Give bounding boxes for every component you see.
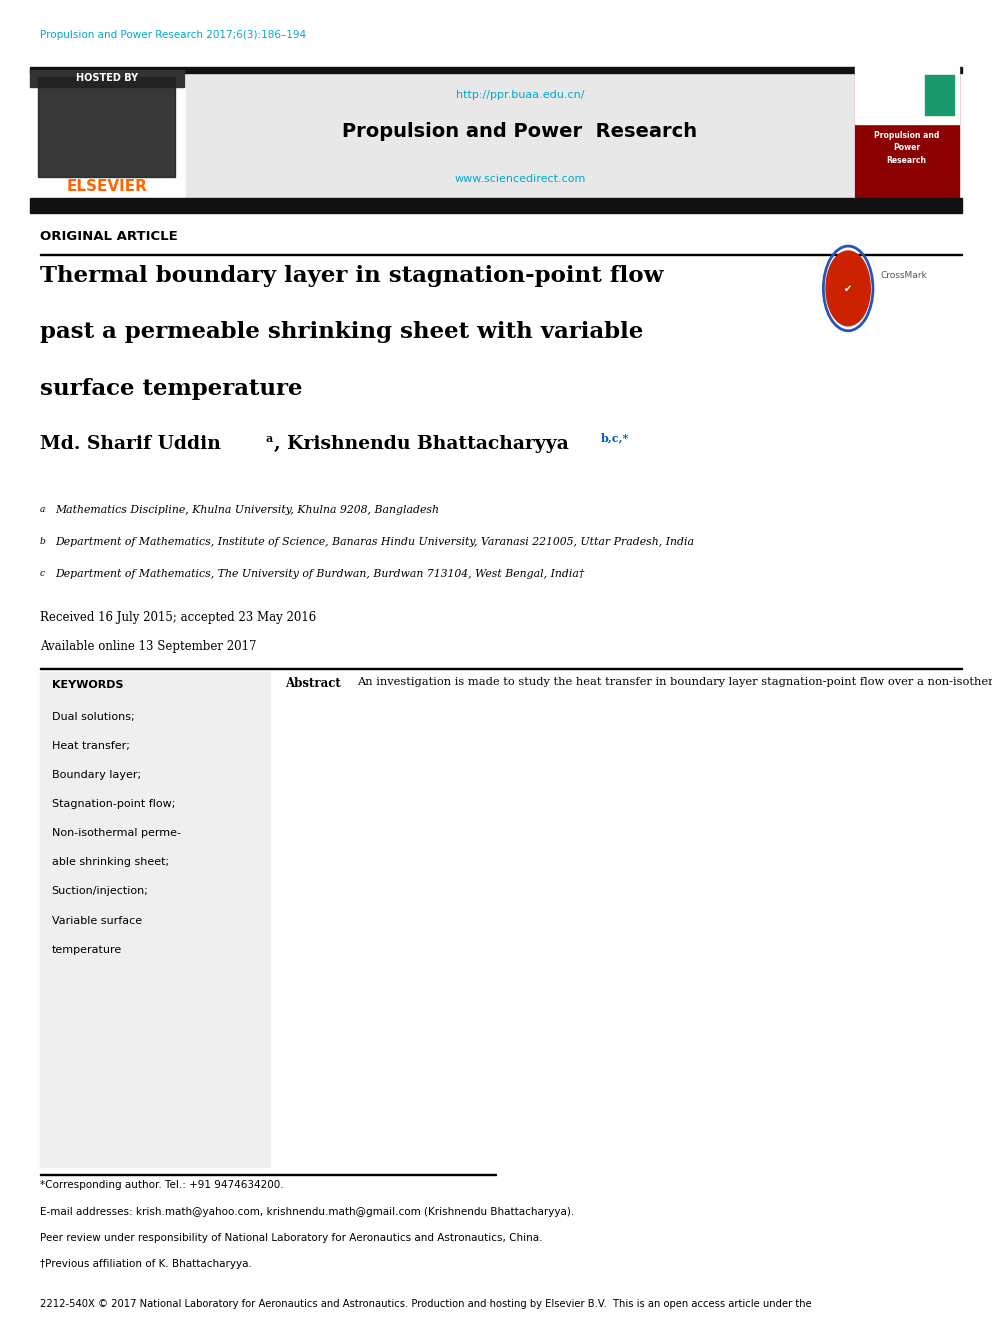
Bar: [925, 75, 954, 115]
Text: Non-isothermal perme-: Non-isothermal perme-: [52, 828, 181, 839]
Bar: [40, 672, 270, 1167]
Text: Thermal boundary layer in stagnation-point flow: Thermal boundary layer in stagnation-poi…: [40, 265, 663, 287]
Text: ELSEVIER: ELSEVIER: [66, 180, 147, 194]
Text: Propulsion and
Power
Research: Propulsion and Power Research: [874, 131, 939, 165]
Text: An investigation is made to study the heat transfer in boundary layer stagnation: An investigation is made to study the he…: [357, 677, 992, 688]
Text: CrossMark: CrossMark: [881, 271, 928, 279]
Text: 2212-540X © 2017 National Laboratory for Aeronautics and Astronautics. Productio: 2212-540X © 2017 National Laboratory for…: [40, 1299, 811, 1310]
Bar: [30, 67, 962, 73]
Text: ✔: ✔: [844, 283, 852, 294]
Text: a: a: [266, 433, 273, 443]
Text: Department of Mathematics, The University of Burdwan, Burdwan 713104, West Benga: Department of Mathematics, The Universit…: [56, 569, 585, 579]
Bar: [30, 73, 184, 201]
Bar: [855, 73, 959, 201]
Text: http://ppr.buaa.edu.cn/: http://ppr.buaa.edu.cn/: [455, 90, 584, 101]
Text: Heat transfer;: Heat transfer;: [52, 741, 130, 751]
Text: temperature: temperature: [52, 945, 122, 955]
Text: †Previous affiliation of K. Bhattacharyya.: †Previous affiliation of K. Bhattacharyy…: [40, 1259, 252, 1270]
Text: Dual solutions;: Dual solutions;: [52, 712, 134, 722]
Bar: [855, 66, 959, 124]
Text: E-mail addresses: krish.math@yahoo.com, krishnendu.math@gmail.com (Krishnendu Bh: E-mail addresses: krish.math@yahoo.com, …: [40, 1207, 574, 1217]
Text: Boundary layer;: Boundary layer;: [52, 770, 141, 781]
Text: KEYWORDS: KEYWORDS: [52, 680, 123, 691]
Bar: [40, 1174, 496, 1175]
Text: Suction/injection;: Suction/injection;: [52, 886, 149, 897]
Text: Received 16 July 2015; accepted 23 May 2016: Received 16 July 2015; accepted 23 May 2…: [40, 611, 315, 624]
Text: Md. Sharif Uddin: Md. Sharif Uddin: [40, 435, 220, 454]
Text: ORIGINAL ARTICLE: ORIGINAL ARTICLE: [40, 230, 178, 243]
Text: Abstract: Abstract: [285, 677, 340, 691]
Text: Available online 13 September 2017: Available online 13 September 2017: [40, 640, 256, 654]
Text: Department of Mathematics, Institute of Science, Banaras Hindu University, Varan: Department of Mathematics, Institute of …: [56, 537, 694, 548]
Text: Propulsion and Power  Research: Propulsion and Power Research: [342, 122, 697, 140]
Bar: [186, 73, 853, 201]
Text: Stagnation-point flow;: Stagnation-point flow;: [52, 799, 175, 810]
Bar: [40, 668, 962, 669]
Bar: [30, 70, 184, 87]
Text: able shrinking sheet;: able shrinking sheet;: [52, 857, 169, 868]
Text: HOSTED BY: HOSTED BY: [75, 73, 138, 83]
Ellipse shape: [826, 251, 870, 325]
Bar: [30, 198, 962, 213]
Text: Variable surface: Variable surface: [52, 916, 142, 926]
Text: Propulsion and Power Research 2017;6(3):186–194: Propulsion and Power Research 2017;6(3):…: [40, 30, 306, 41]
Text: b,c,*: b,c,*: [601, 433, 630, 443]
Text: b: b: [40, 537, 46, 546]
Bar: [38, 77, 175, 177]
Text: www.sciencedirect.com: www.sciencedirect.com: [454, 173, 585, 184]
Text: , Krishnendu Bhattacharyya: , Krishnendu Bhattacharyya: [274, 435, 568, 454]
Bar: [40, 254, 962, 255]
Text: *Corresponding author. Tel.: +91 9474634200.: *Corresponding author. Tel.: +91 9474634…: [40, 1180, 284, 1191]
Text: c: c: [40, 569, 45, 578]
Text: past a permeable shrinking sheet with variable: past a permeable shrinking sheet with va…: [40, 321, 643, 344]
Text: Mathematics Discipline, Khulna University, Khulna 9208, Bangladesh: Mathematics Discipline, Khulna Universit…: [56, 505, 439, 516]
Text: surface temperature: surface temperature: [40, 378, 303, 401]
Text: a: a: [40, 505, 45, 515]
Text: Peer review under responsibility of National Laboratory for Aeronautics and Astr: Peer review under responsibility of Nati…: [40, 1233, 543, 1244]
